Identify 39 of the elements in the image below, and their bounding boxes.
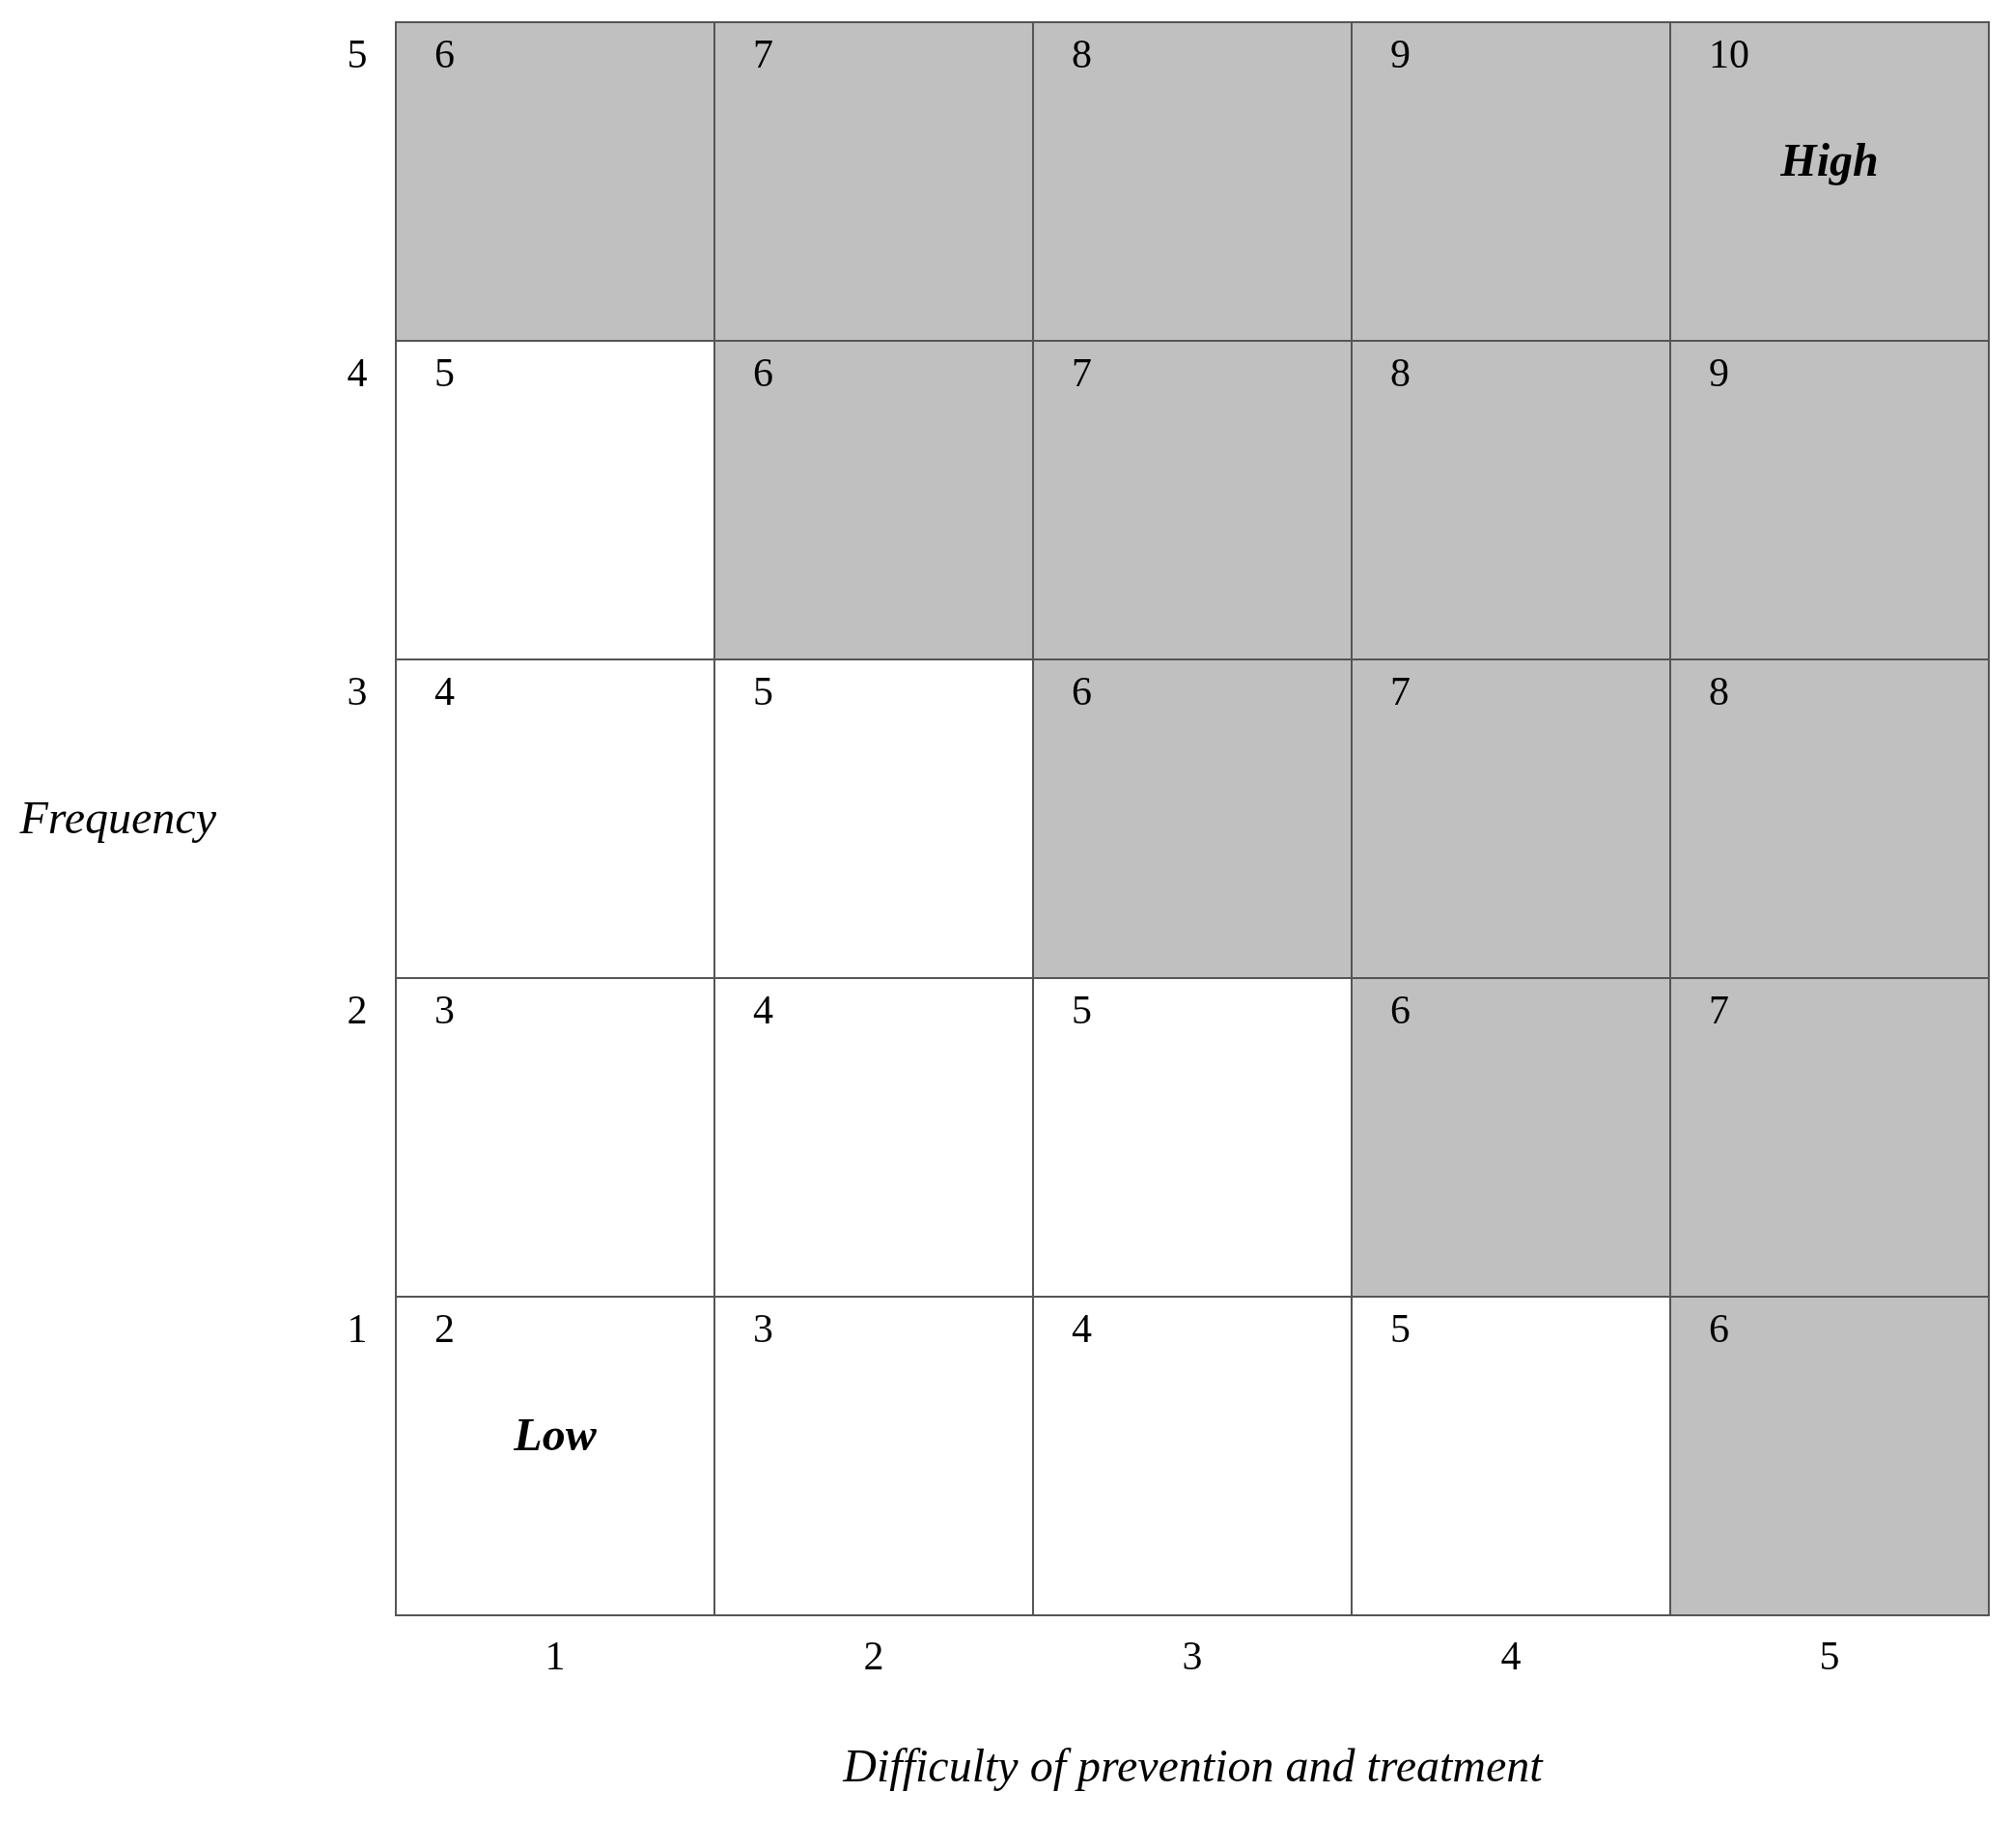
y-axis-title: Frequency [18, 791, 217, 843]
data-label: 7 [1709, 988, 1729, 1032]
data-label: 4 [1072, 1306, 1092, 1351]
data-label: 6 [753, 350, 773, 395]
x-axis-title: Difficulty of prevention and treatment [842, 1739, 1545, 1791]
data-label: 9 [1709, 350, 1729, 395]
y-tick-label: 2 [347, 988, 368, 1032]
data-label: 5 [753, 669, 773, 714]
data-label: 7 [1072, 350, 1092, 395]
data-label: 4 [434, 669, 455, 714]
y-tick-label: 1 [347, 1306, 368, 1351]
x-tick-label: 5 [1819, 1633, 1840, 1678]
data-label: 9 [1390, 32, 1411, 76]
data-label: 10 [1709, 32, 1749, 76]
data-label: 7 [753, 32, 773, 76]
data-label: 6 [1390, 988, 1411, 1032]
data-label: 8 [1709, 669, 1729, 714]
x-tick-label: 1 [545, 1633, 566, 1678]
y-tick-label: 4 [347, 350, 368, 395]
data-label: 5 [1072, 988, 1092, 1032]
y-tick-label: 3 [347, 669, 368, 714]
data-label: 6 [434, 32, 455, 76]
data-label: 7 [1390, 669, 1411, 714]
data-label: 5 [1390, 1306, 1411, 1351]
data-label: 8 [1390, 350, 1411, 395]
y-tick-label: 5 [347, 32, 368, 76]
annotation: High [1779, 134, 1879, 185]
data-label: 3 [753, 1306, 773, 1351]
data-label: 5 [434, 350, 455, 395]
data-label: 6 [1709, 1306, 1729, 1351]
x-tick-label: 3 [1182, 1633, 1203, 1678]
data-label: 3 [434, 988, 455, 1032]
data-label: 6 [1072, 669, 1092, 714]
x-tick-label: 2 [863, 1633, 884, 1678]
data-label: 4 [753, 988, 773, 1032]
annotation: Low [513, 1409, 598, 1460]
data-label: 8 [1072, 32, 1092, 76]
data-label: 2 [434, 1306, 455, 1351]
x-tick-label: 4 [1500, 1633, 1522, 1678]
